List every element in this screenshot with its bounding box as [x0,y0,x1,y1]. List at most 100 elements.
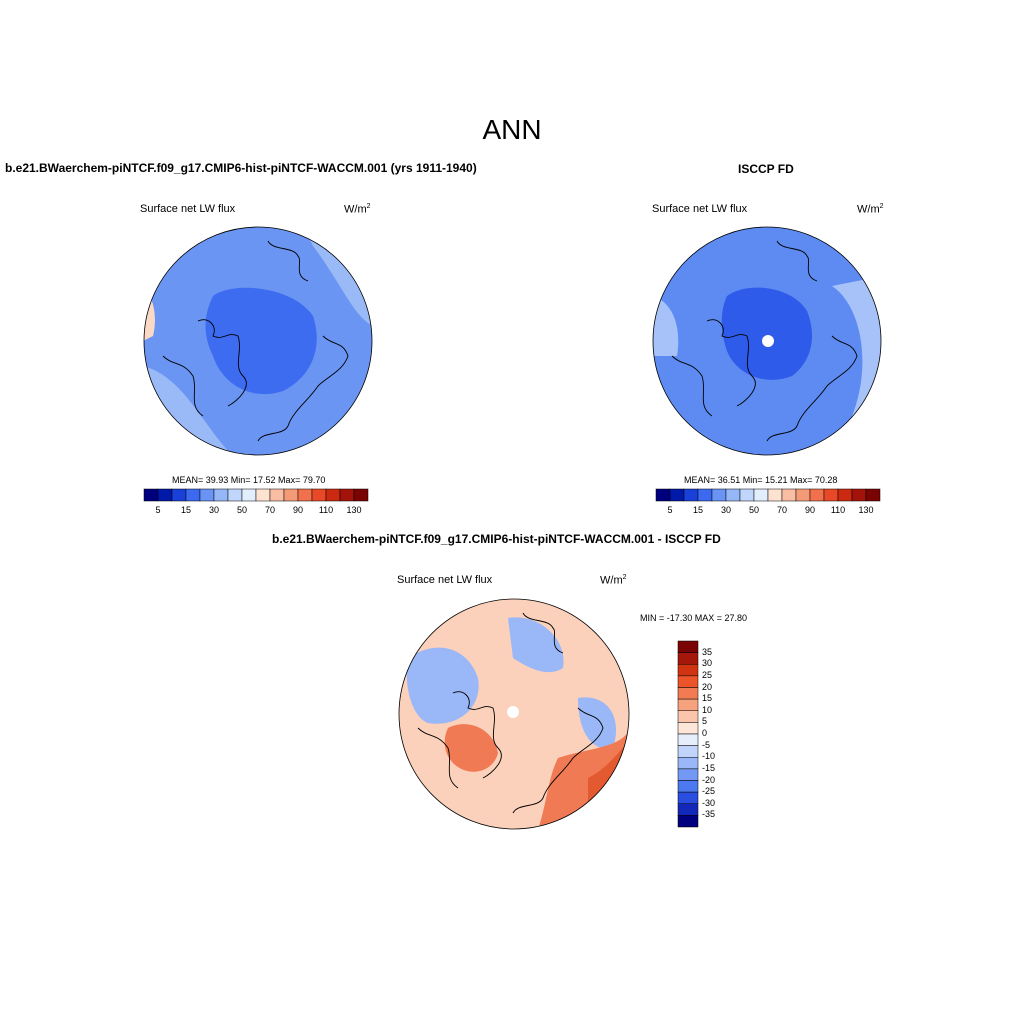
colorbar-tick-label: 0 [702,728,708,738]
model-variable-label: Surface net LW flux [140,203,236,215]
colorbar-swatch [241,488,257,502]
model-units-label: W/m2 [344,203,371,216]
colorbar-swatch [311,488,327,502]
colorbar-swatch [809,488,825,502]
diff-colorbar [677,640,699,828]
colorbar-swatch [185,488,201,502]
colorbar-swatch [851,488,867,502]
diff-coastline [417,612,604,814]
obs-units-label: W/m2 [857,203,884,216]
colorbar-swatch [283,488,299,502]
colorbar-swatch [683,488,699,502]
colorbar-swatch [353,488,369,502]
model-polar-map [143,226,373,456]
colorbar-swatch [199,488,215,502]
colorbar-tick-label: 5 [667,505,673,515]
colorbar-tick-label: 50 [748,505,759,515]
diff-units-label: W/m2 [600,574,627,587]
model-coastline [162,240,349,442]
colorbar-tick-label: 90 [292,505,303,515]
colorbar-swatch [711,488,727,502]
colorbar-swatch [677,675,699,688]
colorbar-tick-label: 5 [155,505,161,515]
page-title: ANN [482,114,542,145]
colorbar-swatch [677,791,699,804]
colorbar-tick-label: 130 [858,505,874,515]
colorbar-swatch [213,488,229,502]
colorbar-tick-label: -20 [702,774,716,785]
colorbar-swatch [325,488,341,502]
colorbar-tick-label: 30 [208,505,219,515]
colorbar-tick-label: 50 [236,505,247,515]
colorbar-tick-label: 70 [264,505,275,515]
obs-colorbar-labels: 5 15 30 50 70 90 110 130 [656,505,880,517]
obs-stats: MEAN= 36.51 Min= 15.21 Max= 70.28 [684,475,838,485]
colorbar-swatch [837,488,853,502]
model-pole-field [205,287,317,395]
colorbar-swatch [227,488,243,502]
colorbar-swatch [823,488,839,502]
colorbar-swatch [157,488,173,502]
colorbar-tick-label: 15 [692,505,703,515]
colorbar-swatch [677,710,699,723]
colorbar-tick-label: 15 [180,505,191,515]
colorbar-tick-label: 30 [702,658,713,669]
colorbar-swatch [677,803,699,816]
colorbar-tick-label: 130 [346,505,362,515]
colorbar-swatch [297,488,313,502]
colorbar-swatch [677,815,699,828]
colorbar-tick-label: 20 [702,681,713,692]
colorbar-swatch [677,733,699,746]
colorbar-swatch [725,488,741,502]
model-colorbar [143,488,369,502]
colorbar-tick-label: -25 [702,786,716,797]
colorbar-swatch [697,488,713,502]
colorbar-swatch [171,488,187,502]
colorbar-tick-label: 5 [702,716,708,727]
colorbar-swatch [677,687,699,700]
colorbar-tick-label: -30 [702,797,716,808]
colorbar-swatch [655,488,671,502]
colorbar-tick-label: 30 [720,505,731,515]
diff-cool-field [406,617,617,749]
model-colorbar-labels: 5 15 30 50 70 90 110 130 [144,505,368,517]
diff-warm-field [444,724,629,829]
colorbar-swatch [739,488,755,502]
colorbar-swatch [143,488,159,502]
colorbar-swatch [677,757,699,770]
obs-variable-label: Surface net LW flux [652,203,748,215]
obs-polar-map [652,226,882,456]
colorbar-swatch [677,698,699,711]
obs-panel-header: ISCCP FD [738,162,794,176]
colorbar-swatch [753,488,769,502]
diff-polar-map [398,598,630,830]
colorbar-swatch [269,488,285,502]
colorbar-swatch [677,722,699,735]
colorbar-swatch [677,780,699,793]
obs-pole-field [721,287,812,380]
diff-panel-header: b.e21.BWaerchem-piNTCF.f09_g17.CMIP6-his… [272,532,721,546]
diff-variable-label: Surface net LW flux [397,574,493,586]
colorbar-swatch [767,488,783,502]
colorbar-tick-label: -35 [702,809,716,820]
diff-stats: MIN = -17.30 MAX = 27.80 [640,613,748,623]
diff-missing-pole [507,706,519,718]
colorbar-swatch [669,488,685,502]
colorbar-tick-label: 110 [318,505,334,515]
colorbar-swatch [677,768,699,781]
colorbar-swatch [865,488,881,502]
colorbar-tick-label: -5 [702,739,711,750]
colorbar-tick-label: 25 [702,669,713,680]
obs-colorbar [655,488,881,502]
colorbar-swatch [677,745,699,758]
colorbar-tick-label: 90 [804,505,815,515]
colorbar-swatch [781,488,797,502]
colorbar-tick-label: -10 [702,751,716,762]
colorbar-tick-label: 70 [776,505,787,515]
colorbar-tick-label: 15 [702,693,713,704]
colorbar-swatch [339,488,355,502]
diff-colorbar-labels: 35 30 25 20 15 10 5 0 -5 -10 -15 -20 -25 -30 -35 [702,641,742,827]
model-panel-header: b.e21.BWaerchem-piNTCF.f09_g17.CMIP6-his… [5,161,477,175]
colorbar-swatch [677,652,699,665]
colorbar-swatch [677,664,699,677]
